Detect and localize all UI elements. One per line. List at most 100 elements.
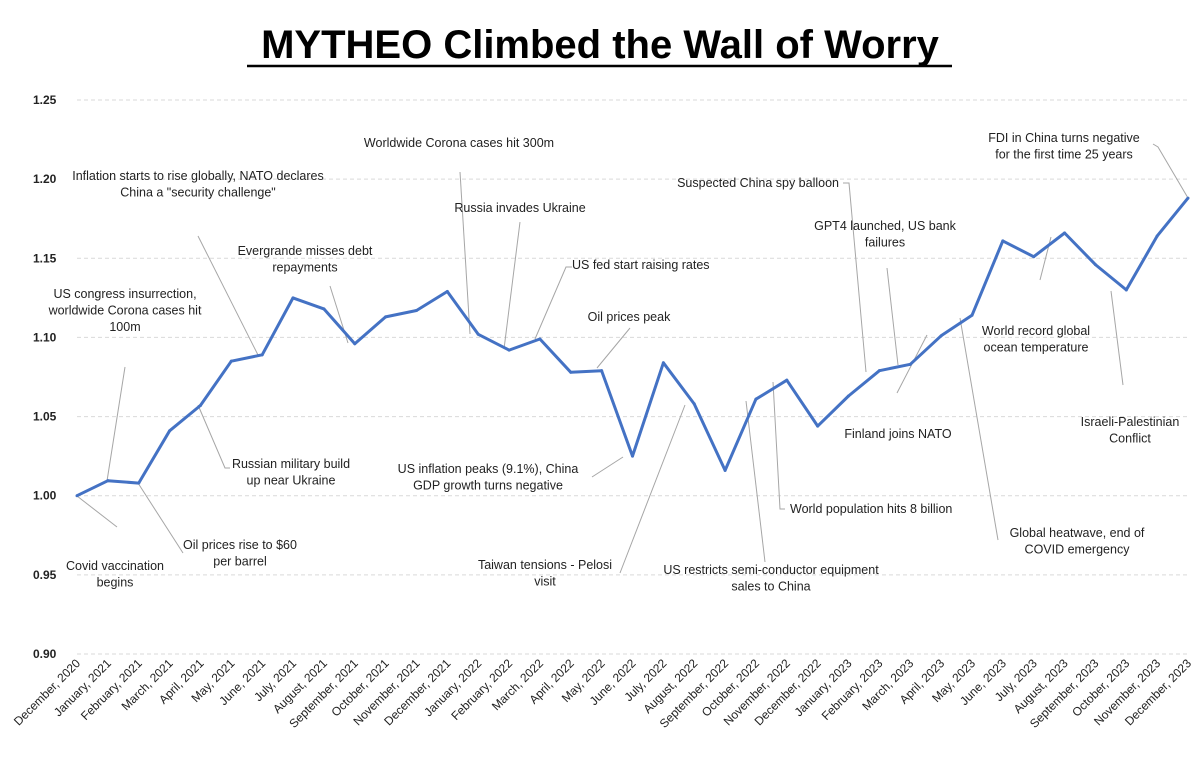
annotation-leader-line	[959, 317, 999, 541]
annotation: Global heatwave, end of COVID emergency	[1010, 526, 1145, 557]
y-tick-label: 1.25	[33, 93, 57, 107]
annotation: GPT4 launched, US bank failures	[814, 219, 956, 250]
annotation-text: worldwide Corona cases hit	[48, 304, 202, 318]
annotation-text: Worldwide Corona cases hit 300m	[364, 136, 554, 150]
data-point	[785, 378, 789, 382]
data-point	[106, 479, 110, 483]
data-point	[414, 309, 418, 313]
annotation-text: visit	[534, 575, 556, 589]
annotation-text: Oil prices peak	[588, 310, 671, 324]
y-tick-label: 1.05	[33, 410, 57, 424]
annotation-text: FDI in China turns negative	[988, 131, 1140, 145]
annotation-text: US inflation peaks (9.1%), China	[398, 462, 579, 476]
data-point	[631, 454, 634, 458]
annotation: Covid vaccination begins	[66, 559, 164, 590]
data-point	[353, 342, 357, 346]
y-tick-label: 1.10	[33, 330, 57, 344]
annotation-text: up near Ukraine	[247, 474, 336, 488]
annotation-text: Taiwan tensions - Pelosi	[478, 558, 612, 572]
annotation-text: Finland joins NATO	[844, 427, 951, 441]
data-point	[384, 315, 388, 319]
annotation: Russia invades Ukraine	[454, 201, 585, 215]
annotation-text: sales to China	[731, 580, 810, 594]
y-tick-label: 0.90	[33, 647, 57, 661]
annotation-text: failures	[865, 236, 905, 250]
annotation: Worldwide Corona cases hit 300m	[364, 136, 554, 150]
data-point	[1186, 196, 1190, 200]
data-point	[908, 362, 912, 366]
annotation-text: Inflation starts to rise globally, NATO …	[72, 169, 324, 183]
annotation-text: GPT4 launched, US bank	[814, 219, 956, 233]
annotation-text: COVID emergency	[1025, 543, 1131, 557]
data-point	[507, 348, 511, 352]
data-point	[445, 290, 449, 294]
y-tick-label: 1.00	[33, 489, 57, 503]
data-point	[1124, 288, 1128, 292]
annotation-text: US restricts semi-conductor equipment	[663, 563, 879, 577]
annotation-leader-line	[1152, 143, 1189, 199]
data-point	[1093, 263, 1097, 267]
data-point	[260, 353, 264, 357]
annotation-text: repayments	[272, 261, 337, 275]
annotation-text: US fed start raising rates	[572, 258, 710, 272]
data-point	[939, 334, 943, 338]
annotation-text: for the first time 25 years	[995, 148, 1133, 162]
annotation: World population hits 8 billion	[790, 502, 952, 516]
annotation: Suspected China spy balloon	[677, 176, 839, 190]
annotation: Finland joins NATO	[844, 427, 951, 441]
data-point	[476, 332, 480, 336]
annotation-leader-line	[106, 366, 126, 482]
annotation: Taiwan tensions - Pelosi visit	[478, 558, 612, 589]
data-point	[538, 337, 542, 341]
annotation-leader-line	[503, 221, 521, 350]
data-point	[75, 494, 79, 498]
annotation-text: 100m	[109, 320, 140, 334]
data-point	[661, 361, 665, 365]
annotation-text: ocean temperature	[984, 341, 1089, 355]
annotation-text: World record global	[982, 324, 1090, 338]
annotation-leader-line	[197, 404, 230, 469]
annotation-leader-line	[843, 182, 867, 373]
annotation-text: Conflict	[1109, 432, 1151, 446]
data-point	[291, 296, 295, 300]
annotation-text: China a "security challenge"	[120, 186, 276, 200]
y-tick-label: 1.15	[33, 251, 57, 265]
y-tick-label: 1.20	[33, 172, 57, 186]
annotation: Oil prices peak	[588, 310, 671, 324]
data-point	[723, 468, 727, 472]
annotation: US inflation peaks (9.1%), China GDP grow…	[398, 462, 579, 493]
annotation-leader-line	[197, 235, 259, 356]
annotation-text: begins	[97, 576, 134, 590]
data-point	[1155, 234, 1159, 238]
annotation-leader-line	[137, 482, 184, 554]
data-point	[847, 394, 851, 398]
data-point	[877, 369, 881, 373]
data-point	[137, 481, 141, 485]
data-point	[168, 429, 172, 433]
annotation: FDI in China turns negative for the first…	[988, 131, 1140, 162]
annotation-leader-line	[1110, 290, 1124, 386]
data-point	[1063, 231, 1067, 235]
annotation: US congress insurrection, worldwide Coron…	[48, 287, 202, 334]
annotation: Russian military build up near Ukraine	[232, 457, 350, 488]
annotation-text: US congress insurrection,	[53, 287, 196, 301]
data-point	[692, 402, 696, 406]
annotation-text: Russia invades Ukraine	[454, 201, 585, 215]
annotation: US restricts semi-conductor equipment sal…	[663, 563, 879, 594]
y-tick-label: 0.95	[33, 568, 57, 582]
annotation-leader-line	[745, 400, 766, 563]
annotation-leader-line	[886, 267, 899, 366]
annotation-text: Israeli-Palestinian	[1081, 415, 1180, 429]
annotation-text: Russian military build	[232, 457, 350, 471]
annotation-leader-line	[76, 495, 118, 528]
data-point	[1001, 239, 1005, 243]
annotation-text: World population hits 8 billion	[790, 502, 952, 516]
annotation: Inflation starts to rise globally, NATO …	[72, 169, 324, 200]
data-point	[970, 313, 974, 317]
annotation: Israeli-Palestinian Conflict	[1081, 415, 1180, 446]
data-point	[322, 307, 326, 311]
data-point	[569, 370, 573, 374]
annotation-text: Global heatwave, end of	[1010, 526, 1145, 540]
